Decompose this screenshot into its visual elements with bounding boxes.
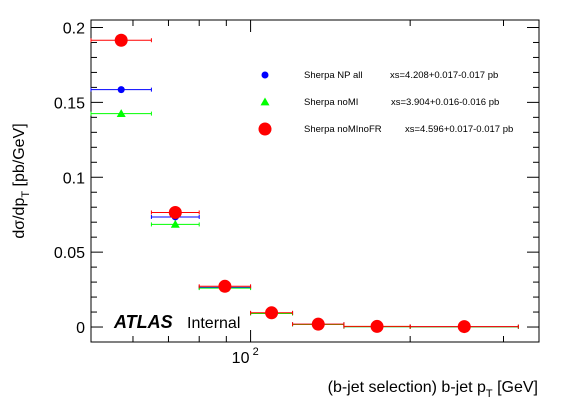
legend: Sherpa NP all xs=4.208+0.017-0.017 pb Sher… bbox=[258, 70, 513, 136]
axis-ticks bbox=[91, 20, 539, 343]
x-tick-exponent: 2 bbox=[253, 346, 259, 358]
data-series bbox=[90, 33, 519, 334]
series-sherpa-nominofr bbox=[90, 33, 519, 334]
x-tick-labels: 10 2 bbox=[232, 346, 259, 367]
atlas-status: Internal bbox=[187, 315, 240, 332]
data-point bbox=[114, 33, 128, 47]
legend-xs: xs=4.596+0.017-0.017 pb bbox=[405, 124, 513, 135]
y-tick-label: 0.1 bbox=[63, 170, 85, 187]
plot-frame bbox=[90, 19, 540, 343]
data-point bbox=[168, 205, 182, 219]
y-tick-label: 0.2 bbox=[63, 20, 85, 37]
legend-label: Sherpa noMInoFR bbox=[304, 124, 382, 135]
legend-marker bbox=[260, 97, 270, 106]
series-sherpa-nomi bbox=[90, 109, 519, 331]
x-tick-label: 10 bbox=[232, 350, 250, 367]
data-point bbox=[218, 279, 232, 293]
legend-marker bbox=[258, 122, 272, 136]
atlas-label: ATLAS bbox=[113, 312, 173, 332]
x-axis-title: (b-jet selection) b-jet pT [GeV] bbox=[328, 379, 538, 400]
data-point bbox=[265, 306, 279, 320]
data-point bbox=[457, 320, 471, 334]
y-tick-label: 0.15 bbox=[54, 95, 85, 112]
data-point bbox=[170, 219, 180, 228]
legend-label: Sherpa noMI bbox=[304, 97, 358, 108]
legend-marker bbox=[261, 71, 269, 79]
data-point bbox=[117, 86, 125, 94]
data-point bbox=[370, 319, 384, 333]
legend-label: Sherpa NP all bbox=[304, 70, 362, 81]
legend-xs: xs=3.904+0.016-0.016 pb bbox=[391, 97, 499, 108]
series-sherpa-np-all bbox=[90, 86, 519, 331]
y-tick-label: 0 bbox=[76, 320, 85, 337]
y-tick-label: 0.05 bbox=[54, 245, 85, 262]
data-point bbox=[116, 109, 126, 117]
data-point bbox=[311, 317, 325, 331]
legend-xs: xs=4.208+0.017-0.017 pb bbox=[390, 70, 498, 81]
y-tick-labels: 0 0.05 0.1 0.15 0.2 bbox=[54, 20, 85, 337]
y-axis-title: dσ/dpT [pb/GeV] bbox=[11, 123, 32, 238]
